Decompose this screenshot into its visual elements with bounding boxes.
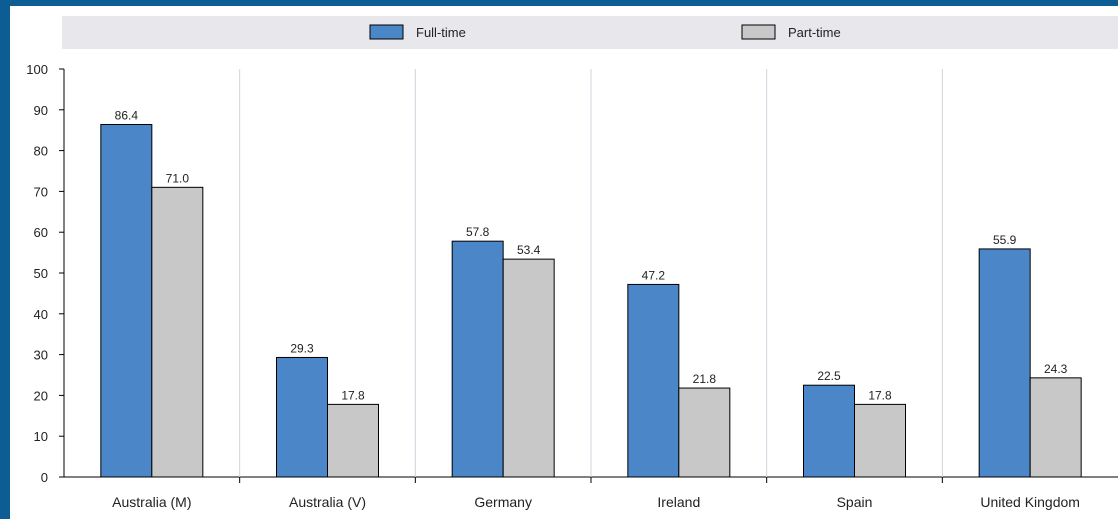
x-category-label: United Kingdom (980, 494, 1080, 510)
y-tick-label: 80 (34, 144, 48, 159)
x-category-label: Australia (M) (112, 494, 191, 510)
y-tick-label: 20 (34, 388, 48, 403)
bar-full-time (451, 240, 504, 478)
data-label: 53.4 (517, 243, 541, 257)
data-label: 22.5 (817, 369, 841, 383)
bar-full-time (627, 283, 680, 478)
data-label: 55.9 (993, 233, 1017, 247)
legend-swatch-2 (741, 24, 776, 40)
data-label: 57.8 (466, 225, 490, 239)
legend-label-2: Part-time (788, 25, 841, 40)
data-label: 86.4 (115, 108, 139, 122)
y-tick-label: 60 (34, 225, 48, 240)
data-label: 47.2 (642, 268, 666, 282)
data-label: 17.8 (868, 388, 892, 402)
x-category-label: Australia (V) (289, 494, 366, 510)
y-tick-label: 40 (34, 307, 48, 322)
y-tick-label: 30 (34, 348, 48, 363)
y-tick-label: 50 (34, 266, 48, 281)
bar-part-time (678, 387, 731, 478)
legend-label-1: Full-time (416, 25, 466, 40)
y-tick-label: 0 (41, 470, 48, 485)
bar-full-time (803, 384, 855, 478)
x-category-label: Germany (474, 494, 532, 510)
legend-band (62, 16, 1118, 49)
data-label: 29.3 (290, 341, 314, 355)
bar-full-time (276, 356, 328, 478)
legend-swatch-1 (369, 24, 404, 40)
bar-chart: Full-time Part-time 0 10 20 30 40 50 60 70 80 90 100… (26, 16, 1118, 510)
x-category-label: Spain (837, 494, 873, 510)
bar-part-time (854, 403, 906, 478)
y-tick-label: 10 (34, 429, 48, 444)
y-tick-label: 100 (26, 62, 48, 77)
bar-part-time (502, 258, 555, 478)
data-label: 21.8 (693, 372, 717, 386)
data-label: 17.8 (341, 388, 365, 402)
bar-part-time (151, 186, 204, 478)
x-category-label: Ireland (657, 494, 700, 510)
data-label: 24.3 (1044, 362, 1068, 376)
y-tick-label: 70 (34, 184, 48, 199)
bar-part-time (1029, 377, 1082, 478)
bar-full-time (100, 123, 153, 478)
bar-full-time (978, 248, 1031, 478)
data-label: 71.0 (166, 171, 190, 185)
y-tick-label: 90 (34, 103, 48, 118)
bar-part-time (327, 403, 379, 478)
chart-panel: Full-time Part-time 0 10 20 30 40 50 60 70 80 90 100… (10, 6, 1118, 519)
